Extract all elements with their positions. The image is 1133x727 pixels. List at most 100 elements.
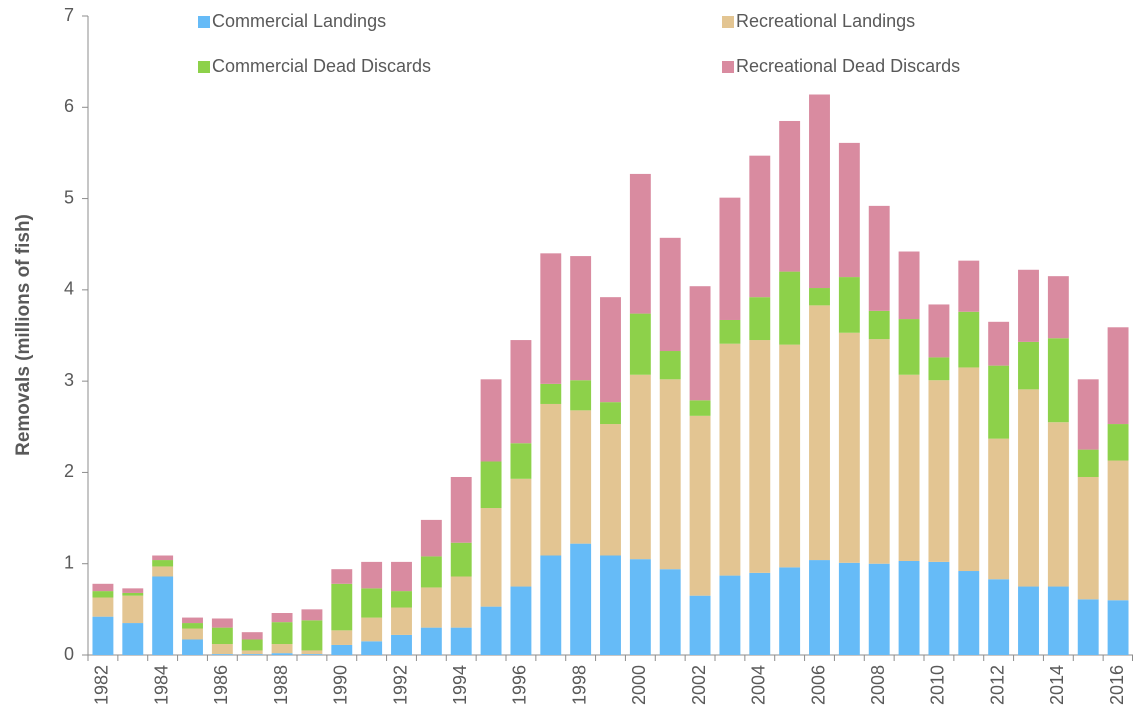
bar-segment <box>1018 341 1039 390</box>
bar-segment <box>480 508 502 607</box>
x-tick-label: 2004 <box>749 665 769 705</box>
x-tick-label: 1996 <box>510 665 530 705</box>
bar-segment <box>182 617 203 624</box>
bar-segment <box>898 319 920 375</box>
bar-segment <box>480 379 502 462</box>
bar-segment <box>122 623 144 655</box>
bar-segment <box>1018 586 1039 655</box>
bar-segment <box>361 617 383 642</box>
legend-swatch <box>722 16 734 28</box>
bar-segment <box>809 305 830 561</box>
x-tick-label: 1998 <box>569 665 589 705</box>
bar-segment <box>480 606 502 655</box>
x-tick-label: 1992 <box>390 665 410 705</box>
bar-segment <box>540 555 562 655</box>
bar-segment <box>92 591 114 598</box>
bar-segment <box>92 597 114 617</box>
bar-segment <box>779 271 801 345</box>
x-tick-label: 1990 <box>331 665 351 705</box>
bar-segment <box>420 556 442 588</box>
bar-segment <box>122 588 144 593</box>
x-tick-label: 2016 <box>1107 665 1127 705</box>
bar-segment <box>420 587 442 628</box>
bar-segment <box>301 650 323 655</box>
bar-segment <box>928 380 950 562</box>
bar-segment <box>361 561 383 589</box>
legend-label: Commercial Landings <box>212 11 386 31</box>
bar-segment <box>510 443 532 479</box>
bar-segment <box>182 639 203 655</box>
bar-segment <box>450 542 472 577</box>
bar-segment <box>510 340 532 444</box>
bar-segment <box>928 561 950 655</box>
y-axis-label: Removals (millions of fish) <box>13 214 34 456</box>
bar-segment <box>1018 389 1039 587</box>
bar-segment <box>928 357 950 381</box>
bar-segment <box>838 562 860 655</box>
x-tick-label: 1994 <box>450 665 470 705</box>
bar-segment <box>719 575 741 655</box>
legend-label: Commercial Dead Discards <box>212 56 431 76</box>
bar-segment <box>391 607 412 635</box>
bar-segment <box>809 94 830 289</box>
x-tick-label: 2006 <box>808 665 828 705</box>
bar-segment <box>1047 276 1069 339</box>
bar-segment <box>838 277 860 333</box>
bar-segment <box>988 365 1010 439</box>
bar-segment <box>331 644 353 655</box>
bar-segment <box>241 654 263 655</box>
bar-segment <box>749 340 771 573</box>
bar-segment <box>570 410 592 544</box>
bar-segment <box>719 197 741 320</box>
bar-segment <box>629 313 651 375</box>
bar-segment <box>689 415 711 596</box>
bar-segment <box>898 374 920 561</box>
bar-segment <box>211 654 233 655</box>
bar-segment <box>779 344 801 568</box>
bar-segment <box>868 339 890 564</box>
legend-swatch <box>198 61 210 73</box>
bar-segment <box>898 560 920 655</box>
bar-segment <box>211 618 233 628</box>
bar-segment <box>271 622 293 645</box>
bar-segment <box>958 367 980 572</box>
bar-segment <box>838 332 860 563</box>
bar-segment <box>1077 599 1099 655</box>
bar-segment <box>122 592 144 596</box>
bar-segment <box>659 379 681 570</box>
bar-segment <box>689 286 711 401</box>
x-tick-label: 1986 <box>211 665 231 705</box>
bar-segment <box>689 595 711 655</box>
legend-label: Recreational Dead Discards <box>736 56 960 76</box>
bar-segment <box>570 256 592 381</box>
bar-segment <box>480 461 502 509</box>
bar-segment <box>1047 586 1069 655</box>
bar-segment <box>988 438 1010 580</box>
bar-segment <box>1018 269 1039 342</box>
bar-segment <box>241 632 263 640</box>
bar-segment <box>1107 460 1129 601</box>
bar-segment <box>510 478 532 587</box>
bar-segment <box>450 576 472 628</box>
bar-segment <box>450 627 472 655</box>
bar-segment <box>1077 379 1099 450</box>
bar-segment <box>958 571 980 655</box>
bar-segment <box>629 374 651 560</box>
x-tick-label: 2010 <box>928 665 948 705</box>
bar-segment <box>211 644 233 655</box>
y-tick-label: 1 <box>64 552 74 572</box>
bar-segment <box>391 591 412 608</box>
bar-segment <box>749 297 771 341</box>
bar-segment <box>182 623 203 629</box>
bar-segment <box>570 380 592 411</box>
bar-segment <box>540 253 562 384</box>
bar-segment <box>689 400 711 416</box>
bar-segment <box>152 560 174 567</box>
x-tick-label: 2000 <box>629 665 649 705</box>
bar-segment <box>928 304 950 358</box>
x-tick-label: 1988 <box>271 665 291 705</box>
bar-segment <box>1107 424 1129 461</box>
y-tick-label: 7 <box>64 5 74 25</box>
bar-segment <box>420 519 442 557</box>
